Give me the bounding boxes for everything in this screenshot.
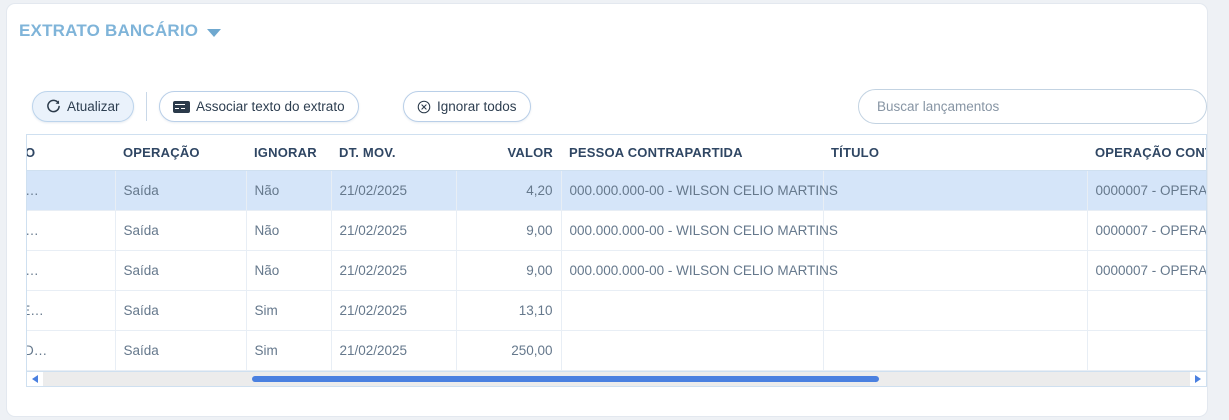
cell-operacao: Saída	[115, 210, 247, 251]
cell-titulo	[823, 170, 1088, 211]
table-row[interactable]: RIA TRA… Saída Não 21/02/2025 9,00 000.0…	[27, 250, 1206, 291]
cell-ignorar: Sim	[246, 330, 332, 371]
cell-operacao: Saída	[115, 290, 247, 331]
associate-statement-text-button[interactable]: Associar texto do extrato	[159, 91, 359, 122]
cell-extrato: CIA PIX D…	[27, 330, 116, 371]
cell-pessoa	[561, 330, 824, 371]
cell-operacao: Saída	[115, 330, 247, 371]
cell-dtmov: 21/02/2025	[331, 250, 457, 291]
cell-ignorar: Sim	[246, 290, 332, 331]
triangle-right-icon[interactable]	[1190, 372, 1206, 386]
cell-opcont	[1087, 290, 1206, 331]
cell-opcont: 0000007 - OPERAÇÃO	[1087, 170, 1206, 211]
cell-ignorar: Não	[246, 250, 332, 291]
column-header-opcont[interactable]: OPERAÇÃO CONTÁBIL	[1087, 135, 1206, 171]
cell-dtmov: 21/02/2025	[331, 210, 457, 251]
cell-titulo	[823, 290, 1088, 331]
column-header-pessoa[interactable]: PESSOA CONTRAPARTIDA	[561, 135, 823, 171]
cell-operacao: Saída	[115, 170, 247, 211]
refresh-button[interactable]: Atualizar	[32, 91, 134, 122]
cell-ignorar: Não	[246, 170, 332, 211]
cell-dtmov: 21/02/2025	[331, 290, 457, 331]
cell-pessoa: 000.000.000-00 - WILSON CELIO MARTINS	[561, 210, 838, 251]
refresh-button-label: Atualizar	[67, 99, 120, 114]
search-box[interactable]	[858, 89, 1207, 124]
cell-valor: 9,00	[456, 250, 562, 291]
statement-table: EXTRATO OPERAÇÃO IGNORAR DT. MOV. VALOR …	[27, 135, 1206, 371]
associate-statement-text-label: Associar texto do extrato	[196, 99, 345, 114]
cell-opcont: 0000007 - OPERAÇÃO	[1087, 250, 1206, 291]
cell-opcont	[1087, 330, 1206, 371]
cell-ignorar: Não	[246, 210, 332, 251]
page-title: EXTRATO BANCÁRIO	[19, 21, 199, 40]
column-header-ignorar[interactable]: IGNORAR	[246, 135, 331, 171]
ignore-all-label: Ignorar todos	[437, 99, 517, 114]
cell-pessoa: 000.000.000-00 - WILSON CELIO MARTINS	[561, 170, 838, 211]
horizontal-scrollbar[interactable]	[26, 371, 1207, 387]
triangle-left-icon[interactable]	[27, 372, 43, 386]
cell-extrato: RNET TE…	[27, 290, 116, 331]
cell-dtmov: 21/02/2025	[331, 170, 457, 211]
cell-titulo	[823, 330, 1088, 371]
cell-extrato: RIA TRA…	[27, 250, 116, 291]
toolbar-divider	[146, 92, 147, 121]
chevron-down-icon[interactable]	[207, 28, 222, 37]
scrollbar-track[interactable]	[43, 372, 1190, 386]
column-header-valor[interactable]: VALOR	[456, 135, 561, 171]
refresh-icon	[46, 99, 61, 114]
column-header-operacao[interactable]: OPERAÇÃO	[115, 135, 246, 171]
header-row: EXTRATO OPERAÇÃO IGNORAR DT. MOV. VALOR …	[27, 135, 1206, 171]
cell-titulo	[823, 210, 1088, 251]
grid-scroll-viewport[interactable]: EXTRATO OPERAÇÃO IGNORAR DT. MOV. VALOR …	[27, 135, 1206, 386]
cell-pessoa: 000.000.000-00 - WILSON CELIO MARTINS	[561, 250, 838, 291]
cell-opcont: 0000007 - OPERAÇÃO	[1087, 210, 1206, 251]
card-text-icon	[173, 100, 190, 113]
cell-extrato: RIA TRA…	[27, 170, 116, 211]
cell-dtmov: 21/02/2025	[331, 330, 457, 371]
cell-valor: 4,20	[456, 170, 562, 211]
cell-pessoa	[561, 290, 824, 331]
cell-valor: 9,00	[456, 210, 562, 251]
ignore-all-button[interactable]: Ignorar todos	[403, 91, 531, 122]
toolbar: Atualizar Associar texto do extrato Igno…	[7, 88, 1207, 127]
cell-valor: 13,10	[456, 290, 562, 331]
table-header: EXTRATO OPERAÇÃO IGNORAR DT. MOV. VALOR …	[27, 135, 1206, 171]
column-header-titulo[interactable]: TÍTULO	[823, 135, 1087, 171]
search-input[interactable]	[858, 89, 1207, 124]
table-row[interactable]: RIA TRA… Saída Não 21/02/2025 4,20 000.0…	[27, 170, 1206, 211]
panel-header[interactable]: EXTRATO BANCÁRIO	[19, 18, 222, 44]
table-body: RIA TRA… Saída Não 21/02/2025 4,20 000.0…	[27, 170, 1206, 371]
scrollbar-thumb[interactable]	[251, 376, 880, 382]
x-circle-icon	[417, 100, 431, 114]
table-row[interactable]: RIA TRA… Saída Não 21/02/2025 9,00 000.0…	[27, 210, 1206, 251]
table-row[interactable]: CIA PIX D… Saída Sim 21/02/2025 250,00	[27, 330, 1206, 371]
table-row[interactable]: RNET TE… Saída Sim 21/02/2025 13,10	[27, 290, 1206, 331]
cell-operacao: Saída	[115, 250, 247, 291]
cell-titulo	[823, 250, 1088, 291]
cell-extrato: RIA TRA…	[27, 210, 116, 251]
extrato-bancario-panel: EXTRATO BANCÁRIO Atualizar Associar text…	[6, 3, 1208, 417]
statement-grid: EXTRATO OPERAÇÃO IGNORAR DT. MOV. VALOR …	[26, 134, 1207, 386]
column-header-dtmov[interactable]: DT. MOV.	[331, 135, 456, 171]
column-header-extrato[interactable]: EXTRATO	[27, 135, 115, 171]
cell-valor: 250,00	[456, 330, 562, 371]
